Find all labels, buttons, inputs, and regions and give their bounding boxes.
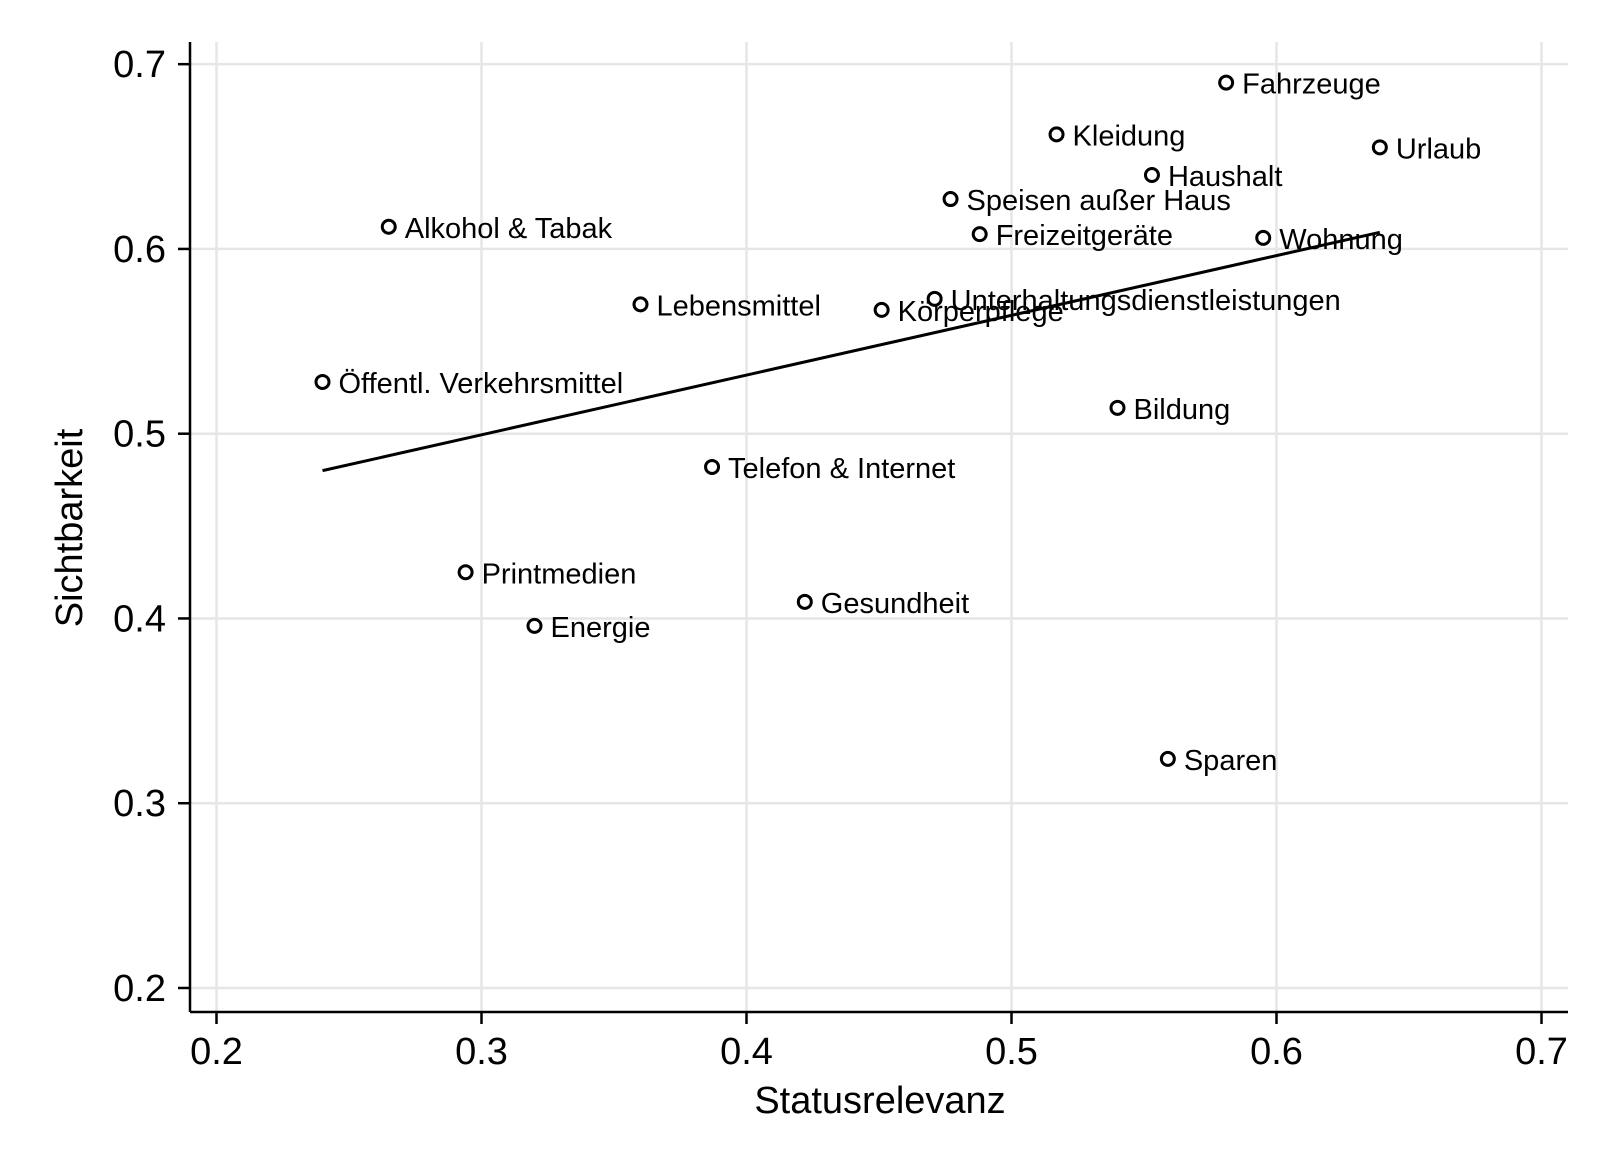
y-tick-label: 0.7	[113, 44, 166, 86]
data-point-label: Telefon & Internet	[728, 453, 955, 485]
y-tick-label: 0.2	[113, 968, 166, 1010]
data-point-label: Unterhaltungsdienstleistungen	[951, 285, 1341, 317]
data-point	[942, 191, 959, 208]
data-point	[526, 617, 543, 634]
data-point	[1218, 74, 1235, 91]
y-tick-label: 0.6	[113, 229, 166, 271]
x-tick-label: 0.7	[1515, 1031, 1568, 1073]
data-point	[1255, 229, 1272, 246]
x-tick-label: 0.3	[455, 1031, 508, 1073]
data-point-label: Fahrzeuge	[1242, 69, 1381, 101]
y-tick-label: 0.3	[113, 783, 166, 825]
data-point	[1109, 399, 1126, 416]
grid-lines	[190, 42, 1568, 1012]
data-point	[1371, 139, 1388, 156]
data-point	[926, 290, 943, 307]
data-point	[971, 226, 988, 243]
data-point	[796, 593, 813, 610]
data-point-label: Alkohol & Tabak	[405, 213, 613, 245]
data-point-label: Körperpflege	[898, 296, 1064, 328]
x-tick-label: 0.4	[720, 1031, 773, 1073]
data-point	[704, 458, 721, 475]
data-point-label: Lebensmittel	[657, 290, 821, 322]
y-tick-label: 0.5	[113, 414, 166, 456]
axes: 0.2 0.3 0.4 0.5 0.6 0.7 0.2 0.3 0.4 0.5 0.6 0.7	[113, 42, 1568, 1073]
y-axis-title: Sichtbarkeit	[49, 428, 91, 627]
data-point-label: Urlaub	[1396, 133, 1481, 165]
x-tick-label: 0.5	[985, 1031, 1038, 1073]
data-point-label: Sparen	[1184, 745, 1278, 777]
data-point	[632, 296, 649, 313]
data-point-label: Wohnung	[1279, 224, 1403, 256]
data-point	[873, 301, 890, 318]
data-point-label: Gesundheit	[821, 588, 969, 620]
data-point	[1159, 750, 1176, 767]
data-point-label: Freizeitgeräte	[996, 220, 1173, 252]
fit-line	[322, 230, 1381, 473]
data-point-label: Öffentl. Verkehrsmittel	[339, 368, 624, 400]
data-point-label: Speisen außer Haus	[967, 185, 1231, 217]
x-tick-label: 0.6	[1250, 1031, 1303, 1073]
data-point-label: Bildung	[1134, 394, 1231, 426]
x-tick-label: 0.2	[190, 1031, 243, 1073]
data-point-label: Printmedien	[482, 558, 637, 590]
data-point	[457, 564, 474, 581]
data-point	[1143, 167, 1160, 184]
data-point-label: Kleidung	[1073, 120, 1186, 152]
data-point	[1048, 126, 1065, 143]
data-point	[314, 373, 331, 390]
y-tick-label: 0.4	[113, 598, 166, 640]
fit-line-group	[322, 230, 1381, 473]
data-point-label: Haushalt	[1168, 161, 1282, 193]
data-point-label: Energie	[551, 612, 651, 644]
data-point	[380, 218, 397, 235]
x-axis-title: Statusrelevanz	[754, 1080, 1005, 1122]
